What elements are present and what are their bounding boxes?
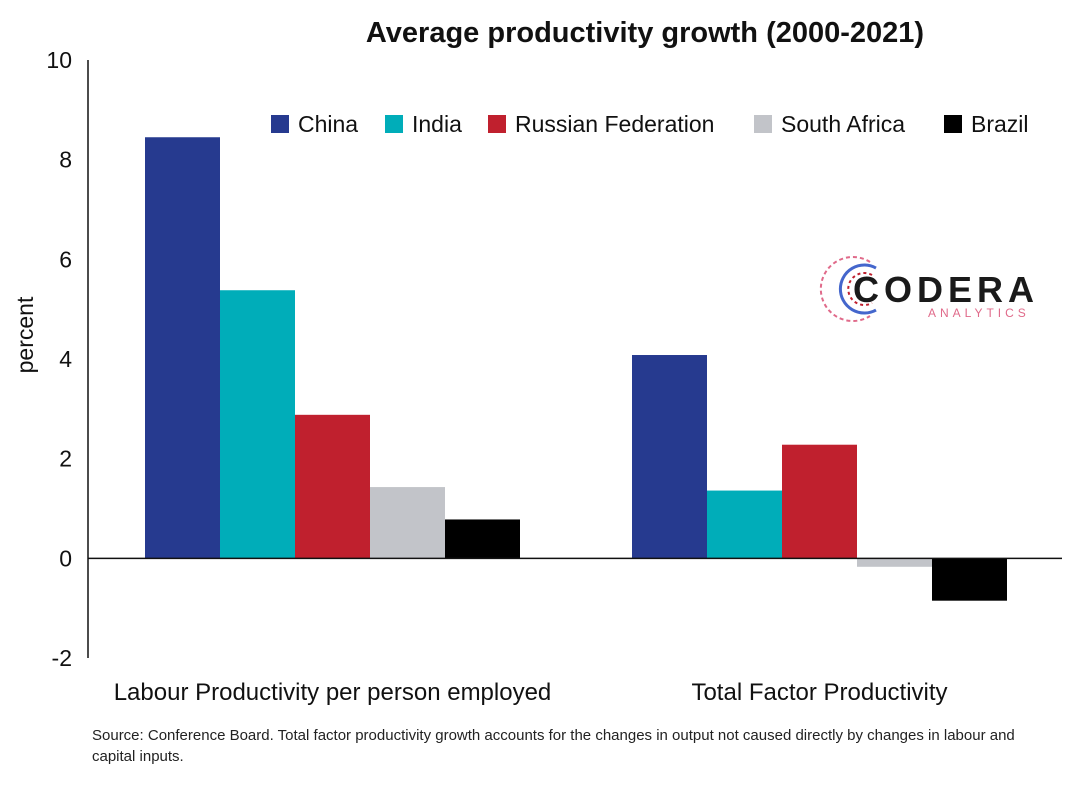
legend: China India Russian Federation South Africa… xyxy=(271,111,1029,137)
bar-russian-federation-1 xyxy=(782,444,857,559)
legend-swatch xyxy=(754,115,772,133)
logo-mark-icon xyxy=(819,256,877,322)
y-tick-label: 2 xyxy=(59,446,72,472)
codera-logo: CODERA ANALYTICS xyxy=(819,256,1039,322)
y-tick-label: 0 xyxy=(59,545,72,571)
chart-title: Average productivity growth (2000-2021) xyxy=(366,17,924,49)
y-axis-ticks: -2 0 2 4 6 8 10 xyxy=(46,47,72,671)
legend-label: Brazil xyxy=(971,111,1029,137)
category-labels: Labour Productivity per person employed T… xyxy=(114,679,948,706)
bars xyxy=(145,137,1007,601)
y-tick-label: 10 xyxy=(46,47,72,73)
y-tick-label: 6 xyxy=(59,246,72,272)
bar-india-1 xyxy=(707,490,782,559)
bar-china-0 xyxy=(145,137,220,559)
legend-label: China xyxy=(298,111,358,137)
source-note: Source: Conference Board. Total factor p… xyxy=(92,727,1015,765)
logo-tagline: ANALYTICS xyxy=(928,306,1030,320)
category-label: Labour Productivity per person employed xyxy=(114,679,552,706)
bar-south-africa-0 xyxy=(370,487,445,559)
bar-brazil-0 xyxy=(445,519,520,559)
legend-swatch xyxy=(271,115,289,133)
logo-name: CODERA xyxy=(853,269,1039,310)
legend-swatch xyxy=(944,115,962,133)
y-tick-label: 8 xyxy=(59,147,72,173)
legend-swatch xyxy=(488,115,506,133)
bar-china-1 xyxy=(632,355,707,559)
y-axis-label: percent xyxy=(12,296,38,373)
legend-label: Russian Federation xyxy=(515,111,714,137)
bar-russian-federation-0 xyxy=(295,414,370,559)
category-label: Total Factor Productivity xyxy=(691,679,947,706)
y-tick-label: -2 xyxy=(52,645,72,671)
bar-brazil-1 xyxy=(932,558,1007,601)
legend-label: South Africa xyxy=(781,111,905,137)
legend-label: India xyxy=(412,111,462,137)
bar-south-africa-1 xyxy=(857,558,932,567)
bar-india-0 xyxy=(220,290,295,559)
y-tick-label: 4 xyxy=(59,346,72,372)
legend-swatch xyxy=(385,115,403,133)
